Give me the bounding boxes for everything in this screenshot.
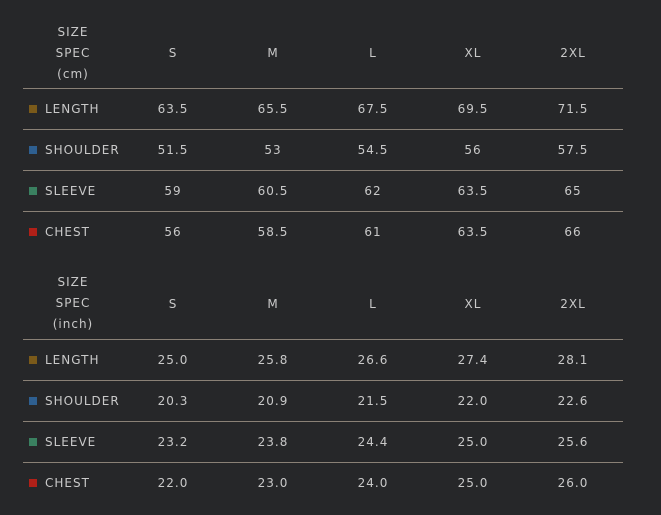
measurement-value: 60.5	[257, 184, 289, 198]
chest-color-swatch-icon	[29, 479, 37, 487]
measurement-value: 24.0	[357, 476, 389, 490]
row-label-text: SLEEVE	[45, 184, 97, 198]
table-header: SIZE SPEC (inch) S M L XL 2XL	[23, 268, 623, 339]
row-label: LENGTH	[23, 102, 123, 116]
spec-label-line: SIZE	[57, 24, 89, 39]
measurement-value: 20.3	[157, 394, 189, 408]
measurement-value: 21.5	[357, 394, 389, 408]
measurement-value: 69.5	[457, 102, 489, 116]
measurement-value: 27.4	[457, 353, 489, 367]
measurement-value: 25.0	[457, 435, 489, 449]
sleeve-color-swatch-icon	[29, 438, 37, 446]
measurement-value: 65.5	[257, 102, 289, 116]
row-label: CHEST	[23, 476, 123, 490]
measurement-value: 62	[364, 184, 382, 198]
measurement-value: 20.9	[257, 394, 289, 408]
measurement-value: 22.0	[457, 394, 489, 408]
measurement-value: 56	[464, 143, 482, 157]
measurement-value: 58.5	[257, 225, 289, 239]
size-table-cm: SIZE SPEC (cm) S M L XL 2XL LENGTH 63.5 65.5 67.5 69…	[23, 18, 623, 252]
measurement-value: 65	[564, 184, 582, 198]
measurement-value: 22.6	[557, 394, 589, 408]
row-label: SLEEVE	[23, 435, 123, 449]
measurement-value: 28.1	[557, 353, 589, 367]
row-label-text: LENGTH	[45, 102, 100, 116]
size-header-s: S	[168, 46, 178, 60]
table-header: SIZE SPEC (cm) S M L XL 2XL	[23, 18, 623, 88]
measurement-value: 26.0	[557, 476, 589, 490]
spec-label-line: SPEC	[55, 45, 91, 60]
table-row-length: LENGTH 25.0 25.8 26.6 27.4 28.1	[23, 339, 623, 380]
measurement-value: 59	[164, 184, 182, 198]
measurement-value: 63.5	[157, 102, 189, 116]
row-label: CHEST	[23, 225, 123, 239]
size-header-2xl: 2XL	[560, 296, 586, 311]
row-label: LENGTH	[23, 353, 123, 367]
sleeve-color-swatch-icon	[29, 187, 37, 195]
measurement-value: 22.0	[157, 476, 189, 490]
size-header-xl: XL	[464, 46, 482, 60]
spec-label: SIZE SPEC (cm)	[23, 22, 123, 85]
measurement-value: 66	[564, 225, 582, 239]
row-label-text: LENGTH	[45, 353, 100, 367]
row-label-text: SHOULDER	[45, 394, 120, 408]
spec-label-line: (inch)	[52, 317, 94, 331]
measurement-value: 51.5	[157, 143, 189, 157]
row-label: SHOULDER	[23, 394, 123, 408]
measurement-value: 25.0	[157, 353, 189, 367]
row-label-text: SLEEVE	[45, 435, 97, 449]
size-header-m: M	[267, 46, 279, 60]
length-color-swatch-icon	[29, 105, 37, 113]
table-row-shoulder: SHOULDER 51.5 53 54.5 56 57.5	[23, 129, 623, 170]
table-row-length: LENGTH 63.5 65.5 67.5 69.5 71.5	[23, 88, 623, 129]
shoulder-color-swatch-icon	[29, 146, 37, 154]
row-label-text: CHEST	[45, 225, 90, 239]
row-label-text: CHEST	[45, 476, 90, 490]
spec-label-line: (cm)	[57, 66, 89, 81]
measurement-value: 56	[164, 225, 182, 239]
measurement-value: 26.6	[357, 353, 389, 367]
measurement-value: 23.0	[257, 476, 289, 490]
table-row-sleeve: SLEEVE 23.2 23.8 24.4 25.0 25.6	[23, 421, 623, 462]
spec-label-line: SPEC	[55, 296, 91, 310]
measurement-value: 24.4	[357, 435, 389, 449]
table-row-chest: CHEST 56 58.5 61 63.5 66	[23, 211, 623, 252]
spec-label-line: SIZE	[57, 275, 89, 289]
table-row-sleeve: SLEEVE 59 60.5 62 63.5 65	[23, 170, 623, 211]
measurement-value: 57.5	[557, 143, 589, 157]
measurement-value: 23.8	[257, 435, 289, 449]
measurement-value: 54.5	[357, 143, 389, 157]
size-table-inch: SIZE SPEC (inch) S M L XL 2XL LENGTH 25.0 25.8 26.6…	[23, 268, 623, 503]
chest-color-swatch-icon	[29, 228, 37, 236]
measurement-value: 25.8	[257, 353, 289, 367]
size-header-l: L	[369, 46, 377, 60]
measurement-value: 63.5	[457, 184, 489, 198]
row-label: SLEEVE	[23, 184, 123, 198]
size-header-xl: XL	[464, 296, 482, 311]
length-color-swatch-icon	[29, 356, 37, 364]
row-label: SHOULDER	[23, 143, 123, 157]
size-header-l: L	[369, 296, 377, 311]
table-row-chest: CHEST 22.0 23.0 24.0 25.0 26.0	[23, 462, 623, 503]
measurement-value: 25.6	[557, 435, 589, 449]
size-header-m: M	[267, 296, 279, 311]
measurement-value: 61	[364, 225, 382, 239]
shoulder-color-swatch-icon	[29, 397, 37, 405]
measurement-value: 71.5	[557, 102, 589, 116]
measurement-value: 67.5	[357, 102, 389, 116]
table-row-shoulder: SHOULDER 20.3 20.9 21.5 22.0 22.6	[23, 380, 623, 421]
row-label-text: SHOULDER	[45, 143, 120, 157]
measurement-value: 63.5	[457, 225, 489, 239]
measurement-value: 53	[264, 143, 282, 157]
size-header-2xl: 2XL	[560, 46, 586, 60]
spec-label: SIZE SPEC (inch)	[23, 272, 123, 335]
measurement-value: 25.0	[457, 476, 489, 490]
measurement-value: 23.2	[157, 435, 189, 449]
size-header-s: S	[168, 296, 178, 311]
